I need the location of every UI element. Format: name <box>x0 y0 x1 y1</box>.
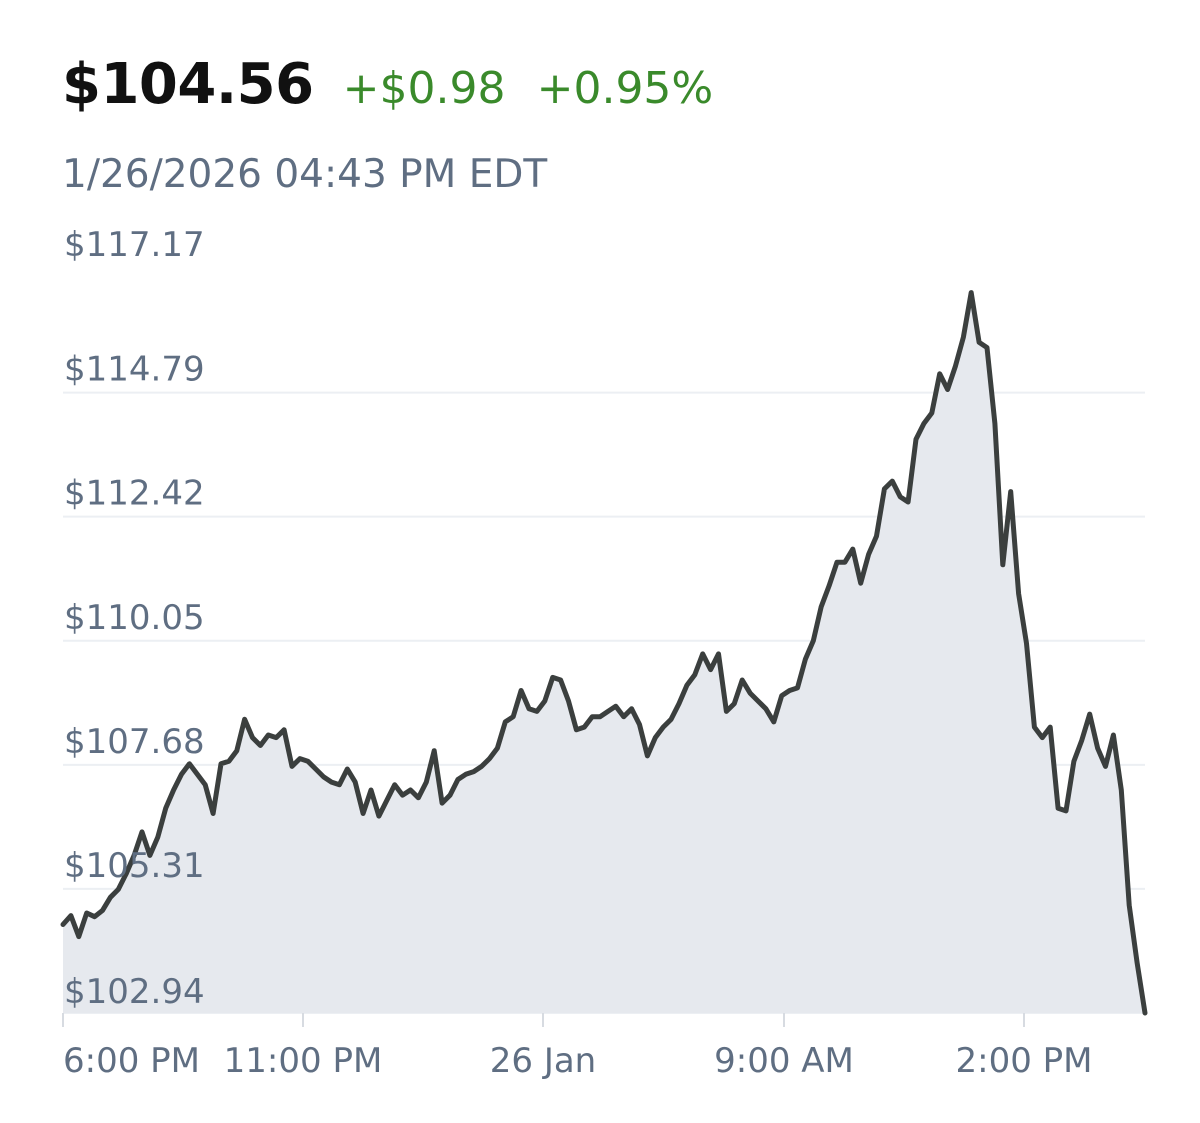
y-axis-labels: $117.17 $114.79 $112.42 $110.05 $107.68 $105.… <box>64 225 205 1012</box>
price-line <box>60 290 1148 1016</box>
quote-header: $104.56 +$0.98 +0.95% <box>62 52 713 117</box>
y-tick-label: $102.94 <box>64 972 205 1012</box>
price-area-fill <box>63 292 1145 1014</box>
x-tick-label: 11:00 PM <box>224 1041 383 1081</box>
y-tick-label: $114.79 <box>64 350 205 390</box>
y-tick-label: $110.05 <box>64 598 205 638</box>
y-tick-label: $112.42 <box>64 474 205 514</box>
x-tick-label: 26 Jan <box>490 1041 596 1081</box>
quote-timestamp: 1/26/2026 04:43 PM EDT <box>62 152 548 197</box>
x-tick-label: 6:00 PM <box>63 1041 200 1081</box>
x-tick-label: 9:00 AM <box>714 1041 854 1081</box>
y-tick-label: $105.31 <box>64 846 205 886</box>
price-change-percent: +0.95% <box>536 63 714 114</box>
y-tick-label: $117.17 <box>64 225 205 265</box>
x-tick-label: 2:00 PM <box>956 1041 1093 1081</box>
x-axis-labels: 6:00 PM 11:00 PM 26 Jan 9:00 AM 2:00 PM <box>62 1013 1093 1081</box>
y-tick-label: $107.68 <box>64 722 205 762</box>
current-price: $104.56 <box>62 52 314 117</box>
price-change-amount: +$0.98 <box>342 63 506 114</box>
